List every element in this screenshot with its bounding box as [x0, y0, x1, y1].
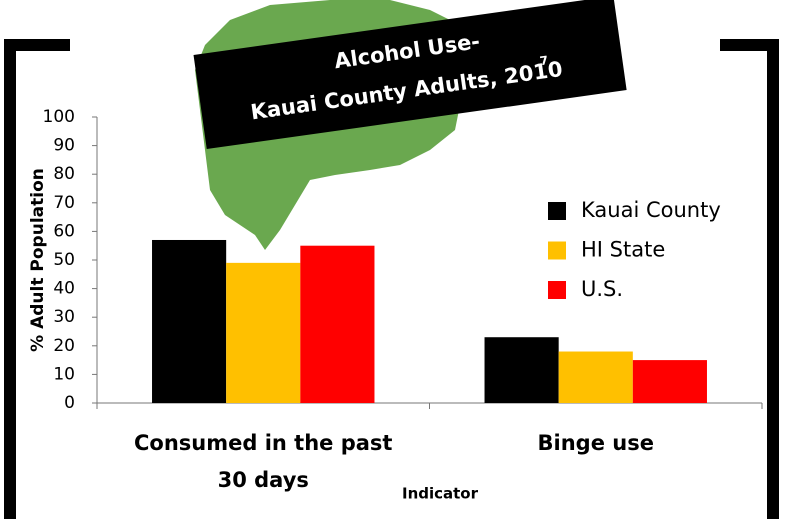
x-tick-label: Binge use [537, 431, 654, 455]
y-axis-label: % Adult Population [28, 168, 48, 352]
x-axis-label: Indicator [402, 485, 479, 503]
title-background [193, 0, 627, 150]
legend-label: U.S. [581, 277, 623, 301]
x-tick-label-box: Consumed in the past 30 days [134, 431, 393, 492]
x-tick-label-box: Binge use [537, 431, 654, 455]
y-tick-label: 70 [53, 193, 75, 213]
y-tick-label: 0 [64, 393, 75, 413]
y-tick-label: 60 [53, 221, 75, 241]
bar [558, 351, 633, 403]
y-tick-label: 100 [43, 107, 75, 127]
legend-label: HI State [581, 238, 665, 262]
legend-label: Kauai County [581, 198, 721, 222]
bar [226, 262, 301, 403]
y-tick-label: 50 [53, 250, 75, 270]
frame-left [4, 39, 70, 519]
y-tick-label: 80 [53, 164, 75, 184]
legend-swatch [548, 202, 566, 220]
y-tick-label: 30 [53, 307, 75, 327]
legend-swatch [548, 241, 566, 260]
y-tick-label: 40 [53, 279, 75, 299]
legend-swatch [548, 281, 566, 299]
bar [300, 245, 375, 403]
title-note: 7 [539, 53, 549, 68]
y-tick-label: 90 [53, 136, 75, 156]
bar [632, 360, 707, 403]
bar [484, 337, 559, 403]
frame-right [720, 39, 779, 519]
y-tick-label: 20 [53, 336, 75, 356]
x-tick-label: Consumed in the past 30 days [134, 431, 393, 492]
y-tick-label: 10 [53, 364, 75, 384]
bar [152, 239, 227, 403]
